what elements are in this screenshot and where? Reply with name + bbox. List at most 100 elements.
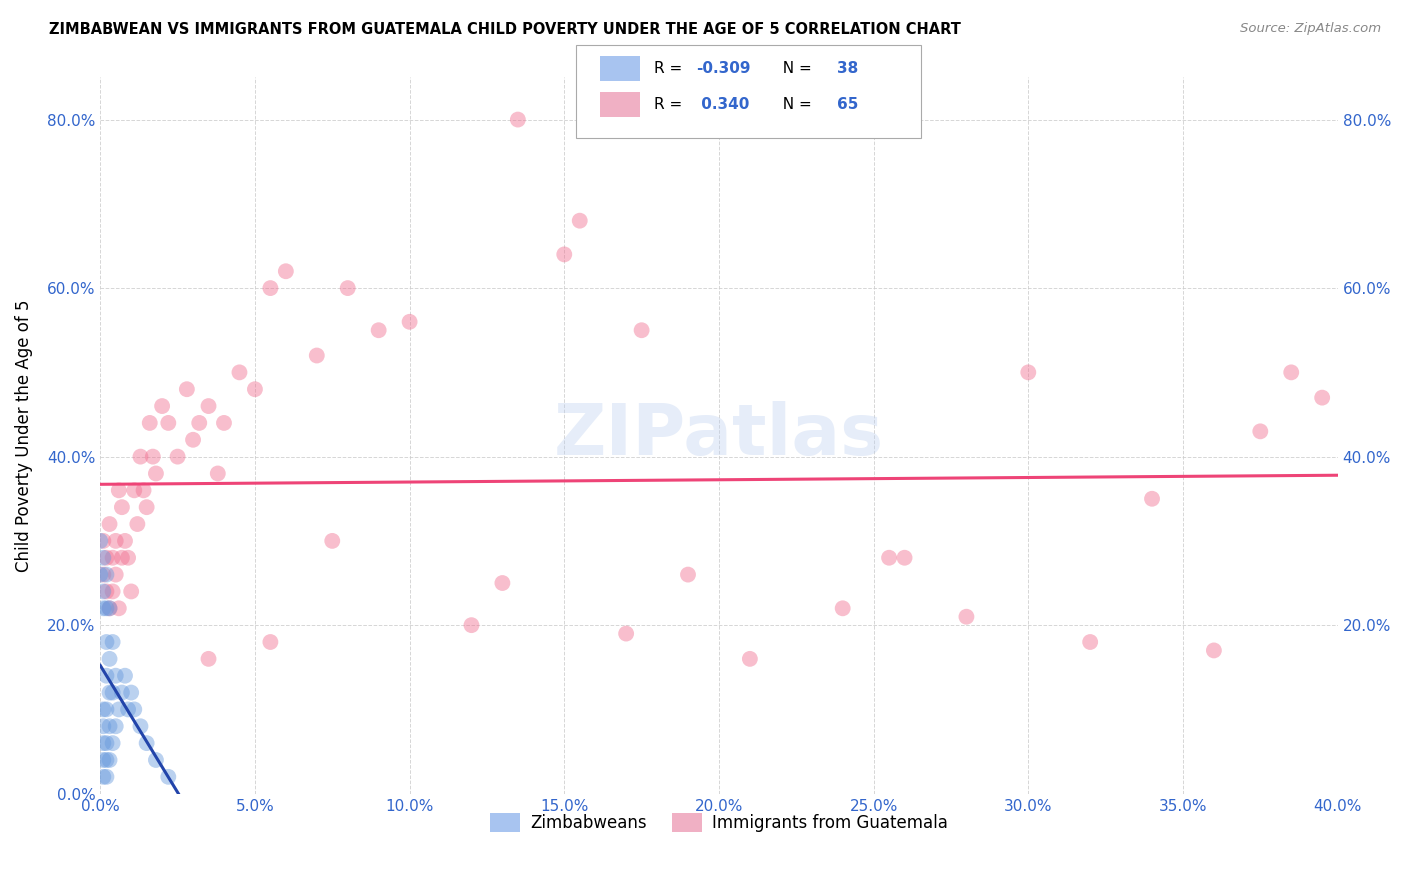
Point xyxy=(101,550,124,565)
Point xyxy=(1140,491,1163,506)
Point xyxy=(259,635,281,649)
Point xyxy=(98,516,121,531)
Point xyxy=(207,467,229,481)
Point xyxy=(398,315,420,329)
Text: ZIPatlas: ZIPatlas xyxy=(554,401,884,470)
Point xyxy=(101,635,124,649)
Point xyxy=(101,685,124,699)
Point xyxy=(89,567,111,582)
Point xyxy=(117,702,139,716)
Point xyxy=(321,533,343,548)
Point xyxy=(108,601,131,615)
Point xyxy=(108,702,131,716)
Point xyxy=(93,533,115,548)
Point xyxy=(127,516,149,531)
Point xyxy=(104,567,127,582)
Point xyxy=(114,533,136,548)
Point xyxy=(212,416,235,430)
Point xyxy=(96,770,118,784)
Point xyxy=(145,753,167,767)
Point xyxy=(1078,635,1101,649)
Text: 0.340: 0.340 xyxy=(696,97,749,112)
Point xyxy=(93,736,115,750)
Point xyxy=(111,500,134,515)
Point xyxy=(117,550,139,565)
Point xyxy=(93,567,115,582)
Legend: Zimbabweans, Immigrants from Guatemala: Zimbabweans, Immigrants from Guatemala xyxy=(484,806,955,839)
Point xyxy=(188,416,211,430)
Point xyxy=(111,550,134,565)
Point xyxy=(274,264,297,278)
Point xyxy=(98,652,121,666)
Point xyxy=(96,567,118,582)
Point xyxy=(104,669,127,683)
Point xyxy=(553,247,575,261)
Point xyxy=(1202,643,1225,657)
Point xyxy=(142,450,165,464)
Point xyxy=(367,323,389,337)
Point xyxy=(96,753,118,767)
Point xyxy=(93,719,115,733)
Point xyxy=(831,601,853,615)
Point xyxy=(630,323,652,337)
Point xyxy=(614,626,637,640)
Point xyxy=(157,416,180,430)
Text: Source: ZipAtlas.com: Source: ZipAtlas.com xyxy=(1240,22,1381,36)
Point xyxy=(98,601,121,615)
Point xyxy=(98,719,121,733)
Point xyxy=(243,382,266,396)
Point xyxy=(738,652,761,666)
Point xyxy=(104,533,127,548)
Text: N =: N = xyxy=(773,97,817,112)
Point xyxy=(1310,391,1333,405)
Point xyxy=(114,669,136,683)
Point xyxy=(228,365,250,379)
Point xyxy=(93,601,115,615)
Point xyxy=(93,702,115,716)
Point xyxy=(120,685,142,699)
Point xyxy=(96,635,118,649)
Point xyxy=(305,349,328,363)
Point xyxy=(101,584,124,599)
Text: 65: 65 xyxy=(837,97,858,112)
Point xyxy=(259,281,281,295)
Point xyxy=(135,500,157,515)
Point xyxy=(150,399,173,413)
Point xyxy=(124,483,146,498)
Point xyxy=(96,584,118,599)
Point xyxy=(1249,425,1271,439)
Point xyxy=(676,567,699,582)
Point xyxy=(101,736,124,750)
Point xyxy=(139,416,162,430)
Y-axis label: Child Poverty Under the Age of 5: Child Poverty Under the Age of 5 xyxy=(15,300,32,572)
Point xyxy=(96,550,118,565)
Point xyxy=(176,382,198,396)
Point xyxy=(491,576,513,591)
Point xyxy=(96,736,118,750)
Point xyxy=(120,584,142,599)
Text: -0.309: -0.309 xyxy=(696,62,751,76)
Point xyxy=(96,601,118,615)
Point xyxy=(166,450,188,464)
Point xyxy=(1279,365,1302,379)
Text: 38: 38 xyxy=(837,62,858,76)
Point xyxy=(145,467,167,481)
Point xyxy=(877,550,900,565)
Point xyxy=(181,433,204,447)
Point xyxy=(132,483,155,498)
Point xyxy=(93,584,115,599)
Point xyxy=(135,736,157,750)
Point xyxy=(1017,365,1039,379)
Point xyxy=(336,281,359,295)
Text: R =: R = xyxy=(654,62,688,76)
Point xyxy=(98,753,121,767)
Point xyxy=(93,753,115,767)
Point xyxy=(129,719,152,733)
Point xyxy=(104,719,127,733)
Point xyxy=(108,483,131,498)
Text: ZIMBABWEAN VS IMMIGRANTS FROM GUATEMALA CHILD POVERTY UNDER THE AGE OF 5 CORRELA: ZIMBABWEAN VS IMMIGRANTS FROM GUATEMALA … xyxy=(49,22,962,37)
Point xyxy=(93,550,115,565)
Point xyxy=(98,685,121,699)
Point xyxy=(96,702,118,716)
Point xyxy=(157,770,180,784)
